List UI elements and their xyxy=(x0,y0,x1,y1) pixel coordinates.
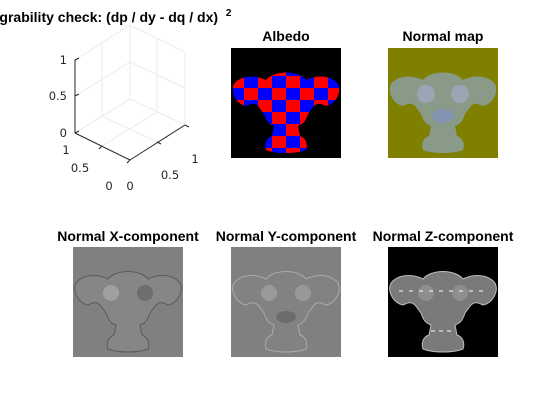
y-tick-0.5: 0.5 xyxy=(71,161,89,175)
integrability-title-superscript: 2 xyxy=(226,8,232,19)
normal-z-monkey xyxy=(389,271,497,353)
y-axis-line xyxy=(74,132,131,161)
normal-z-title: Normal Z-component xyxy=(373,228,514,244)
albedo-title: Albedo xyxy=(262,28,309,44)
z-tick-0.5: 0.5 xyxy=(49,89,67,103)
integrability-plot: Integrability check: (dp / dy - dq / dx)… xyxy=(0,8,232,193)
y-tick-0: 0 xyxy=(105,179,112,193)
normal-y-title: Normal Y-component xyxy=(216,228,357,244)
normal-z-panel: Normal Z-component xyxy=(373,228,514,357)
normal-map-monkey xyxy=(389,72,497,153)
albedo-image-panel: Albedo xyxy=(231,28,341,158)
z-tick-1: 1 xyxy=(60,53,67,67)
x-tick-1: 1 xyxy=(191,152,198,166)
normal-y-monkey xyxy=(232,271,340,353)
normal-x-panel: Normal X-component xyxy=(57,228,199,357)
x-tick-0.5: 0.5 xyxy=(161,168,179,182)
x-tick-0: 0 xyxy=(126,179,133,193)
grid-lines xyxy=(74,38,186,147)
tick-marks xyxy=(74,57,190,164)
y-tick-1: 1 xyxy=(62,143,69,157)
normal-y-panel: Normal Y-component xyxy=(216,228,357,357)
normal-x-title: Normal X-component xyxy=(57,228,199,244)
normal-map-title: Normal map xyxy=(403,28,484,44)
normal-map-panel: Normal map xyxy=(388,28,498,158)
normal-x-monkey xyxy=(74,271,182,353)
integrability-title: Integrability check: (dp / dy - dq / dx)… xyxy=(0,8,232,25)
integrability-title-text: Integrability check: (dp / dy - dq / dx) xyxy=(0,9,218,25)
z-tick-0: 0 xyxy=(60,126,67,140)
